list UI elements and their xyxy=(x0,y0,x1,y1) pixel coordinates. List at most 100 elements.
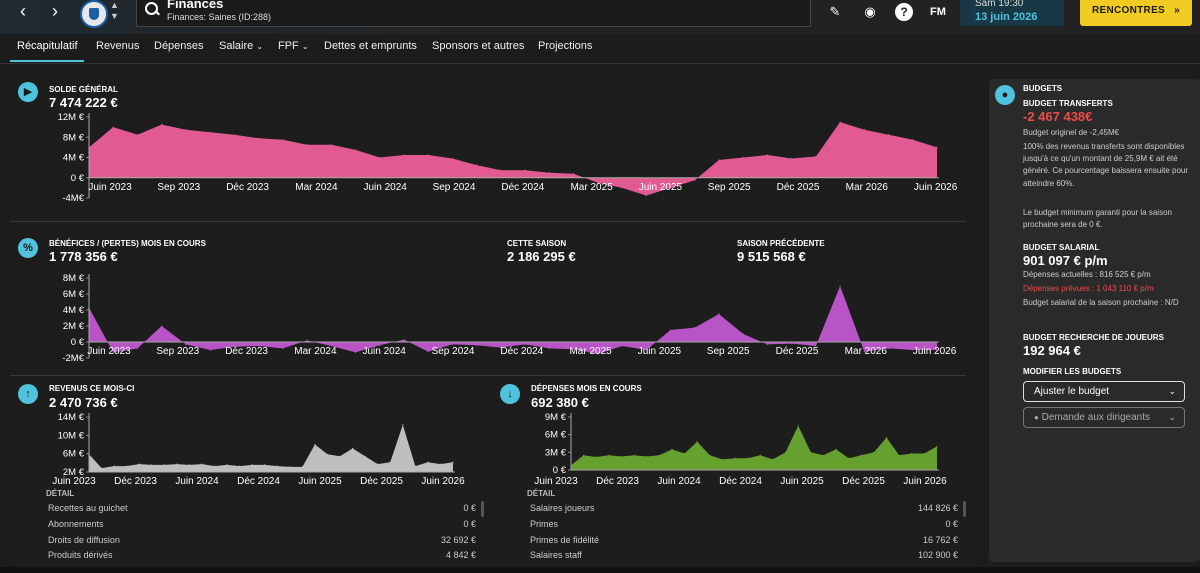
request-board-button[interactable]: ● Demande aux dirigeants ⌄ xyxy=(1023,407,1185,428)
tab-recapitulatif[interactable]: Récapitulatif xyxy=(17,40,78,52)
data-point xyxy=(364,455,366,457)
divider xyxy=(10,375,966,376)
area-series xyxy=(89,424,453,472)
tab-salaire[interactable]: Salaire ⌄ xyxy=(219,40,264,52)
data-point xyxy=(873,451,875,453)
table-row[interactable]: Primes de fidélité 16 762 € xyxy=(530,535,958,545)
x-tick-label: Déc 2025 xyxy=(776,346,819,357)
x-tick-label: Déc 2024 xyxy=(501,182,544,193)
tab-projections[interactable]: Projections xyxy=(538,40,593,52)
x-tick-label: Juin 2026 xyxy=(913,346,957,357)
data-point xyxy=(289,466,291,468)
data-point xyxy=(887,134,890,136)
table-row[interactable]: Primes 0 € xyxy=(530,519,958,529)
data-point xyxy=(747,457,749,459)
expenses-label: DÉPENSES MOIS EN COURS xyxy=(531,384,642,393)
game-date[interactable]: Sam 19:30 13 juin 2026 xyxy=(960,0,1064,26)
x-tick-label: Juin 2024 xyxy=(657,476,701,487)
balance-chart[interactable]: 12M € 8M € 4M € 0 € -4M€ Juin 2023 Sep 2023 Déc… xyxy=(10,112,966,204)
y-tick-label: 6M € xyxy=(545,430,567,441)
data-point xyxy=(645,194,647,197)
x-tick-label: Déc 2025 xyxy=(777,182,820,193)
data-point xyxy=(620,455,623,458)
chat-bubble-icon: ● xyxy=(1034,413,1039,422)
area-series xyxy=(571,425,937,470)
data-point xyxy=(209,349,211,351)
divider xyxy=(0,63,1200,64)
fm-logo[interactable]: FM xyxy=(930,6,946,18)
search-icon[interactable] xyxy=(145,2,159,16)
data-point xyxy=(439,463,441,465)
table-row[interactable]: Abonnements 0 € xyxy=(48,519,476,529)
scrollbar[interactable] xyxy=(481,501,484,517)
chevron-down-icon: ⌄ xyxy=(1168,386,1176,396)
data-point xyxy=(330,144,332,146)
y-tick-label: 4M € xyxy=(63,305,85,316)
table-row[interactable]: Produits dérivés 4 842 € xyxy=(48,550,476,560)
back-arrow-icon[interactable]: ‹ xyxy=(20,1,26,21)
summary-panel: ▶ SOLDE GÉNÉRAL 7 474 222 € 12M € 8M € 4M … xyxy=(10,70,976,565)
y-tick-label: 6M € xyxy=(63,449,85,460)
continue-button[interactable]: RENCONTRES » xyxy=(1080,0,1192,26)
scrollbar[interactable] xyxy=(963,501,966,517)
table-row[interactable]: Salaires joueurs 144 826 € xyxy=(530,503,958,513)
data-point xyxy=(282,347,284,349)
data-point xyxy=(734,457,736,459)
help-icon[interactable]: ? xyxy=(895,3,913,21)
data-point xyxy=(379,156,381,159)
data-point xyxy=(476,344,478,346)
data-point xyxy=(524,343,526,345)
table-row[interactable]: Droits de diffusion 32 692 € xyxy=(48,535,476,545)
data-point xyxy=(684,452,686,455)
tab-dettes[interactable]: Dettes et emprunts xyxy=(324,40,417,52)
revenue-label: REVENUS CE MOIS-CI xyxy=(49,384,135,393)
data-point xyxy=(621,345,623,347)
scout-budget-value: 192 964 € xyxy=(1023,343,1081,358)
balance-label: SOLDE GÉNÉRAL xyxy=(49,85,118,94)
data-point xyxy=(126,465,128,467)
data-point xyxy=(389,461,391,463)
table-row[interactable]: Recettes au guichet 0 € xyxy=(48,503,476,513)
table-row[interactable]: Salaires staff 102 900 € xyxy=(530,550,958,560)
x-tick-label: Juin 2023 xyxy=(534,476,578,487)
arrow-down-icon: ↓ xyxy=(500,384,520,404)
transfer-budget-label: BUDGET TRANSFERTS xyxy=(1023,99,1113,108)
globe-icon[interactable]: ◉ xyxy=(864,4,876,19)
active-tab-indicator xyxy=(10,60,84,62)
tab-revenus[interactable]: Revenus xyxy=(96,40,140,52)
data-point xyxy=(548,347,550,349)
expenses-chart[interactable]: 9M € 6M € 3M € 0 €Juin 2023 Déc 2023 Juin 202… xyxy=(492,410,966,490)
data-point xyxy=(339,455,341,457)
y-tick-label: 3M € xyxy=(545,447,567,458)
data-point xyxy=(839,285,841,287)
tab-sponsors[interactable]: Sponsors et autres xyxy=(432,40,525,52)
tab-depenses[interactable]: Dépenses xyxy=(154,40,204,52)
x-tick-label: Déc 2025 xyxy=(842,476,885,487)
data-point xyxy=(797,425,799,427)
data-point xyxy=(161,325,163,327)
data-point xyxy=(936,445,938,447)
data-point xyxy=(669,187,672,189)
x-tick-label: Mar 2025 xyxy=(569,346,612,357)
date-time: Sam 19:30 xyxy=(975,0,1024,9)
data-point xyxy=(452,461,454,463)
club-switch-icon[interactable]: ▲ ▼ xyxy=(110,0,119,21)
data-point xyxy=(597,353,599,355)
wage-budget-value: 901 097 € p/m xyxy=(1023,253,1108,268)
x-tick-label: Juin 2024 xyxy=(364,182,408,193)
data-point xyxy=(815,345,817,347)
prev-season-label: SAISON PRÉCÉDENTE xyxy=(737,239,825,248)
tab-fpf[interactable]: FPF ⌄ xyxy=(278,40,309,52)
data-point xyxy=(791,157,793,160)
data-point xyxy=(863,351,865,353)
data-point xyxy=(306,339,308,341)
forward-arrow-icon[interactable]: › xyxy=(52,1,58,21)
pencil-icon[interactable]: ✎ xyxy=(829,4,841,19)
revenue-chart[interactable]: 14M € 10M € 6M € 2M €Juin 2023 Déc 2023 Juin … xyxy=(10,410,485,490)
data-point xyxy=(427,154,429,156)
page-title: Finances xyxy=(167,0,224,11)
adjust-budget-button[interactable]: Ajuster le budget ⌄ xyxy=(1023,381,1185,402)
club-badge[interactable] xyxy=(80,0,108,28)
profit-chart[interactable]: 8M € 6M € 4M € 2M € 0 € -2M€Juin 2023 Sep 2023… xyxy=(10,273,966,365)
y-tick-label: 2M € xyxy=(63,467,85,478)
